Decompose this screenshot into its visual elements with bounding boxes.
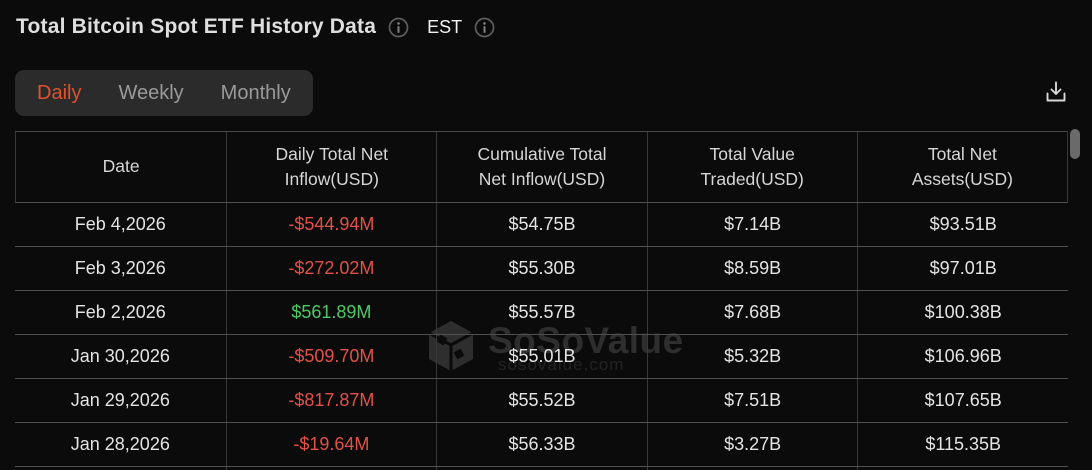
title-info-icon[interactable] (388, 17, 409, 38)
cell-date: Feb 4,2026 (74, 214, 166, 234)
column-header-daily-net-inflow: Daily Total Net Inflow(USD) (226, 132, 436, 202)
cell-net-assets (857, 467, 1068, 470)
cell-daily-net-inflow: -$19.64M (225, 423, 437, 466)
cell-value-traded: $8.59B (646, 247, 858, 290)
table-row: Jan 30,2026 -$509.70M $55.01B $5.32B $10… (15, 335, 1068, 379)
cell-daily-net-inflow: -$272.02M (225, 247, 437, 290)
cell-value-traded: $7.14B (646, 203, 858, 246)
cell-net-assets: $93.51B (857, 203, 1068, 246)
interval-tab-group: Daily Weekly Monthly (15, 70, 313, 116)
cell-daily-net-inflow: -$544.94M (225, 203, 437, 246)
cell-value-traded: $3.27B (646, 423, 858, 466)
cell-value-traded: $5.32B (646, 335, 858, 378)
cell-date: Jan 29,2026 (70, 390, 170, 410)
column-header-value-traded: Total Value Traded(USD) (646, 132, 857, 202)
table-row: Feb 2,2026 $561.89M $55.57B $7.68B $100.… (15, 291, 1068, 335)
table-header-row: Date Daily Total Net Inflow(USD) Cumulat… (15, 131, 1068, 203)
cell-cumulative-net-inflow: $55.57B (436, 291, 647, 334)
cell-value-traded: $7.51B (646, 379, 858, 422)
cell-net-assets: $107.65B (857, 379, 1068, 422)
tab-daily[interactable]: Daily (37, 81, 82, 104)
timezone-info-icon[interactable] (474, 17, 495, 38)
cell-date: Feb 2,2026 (74, 302, 166, 322)
cell-date: Jan 28,2026 (70, 434, 170, 454)
tab-monthly[interactable]: Monthly (220, 81, 291, 104)
cell-cumulative-net-inflow: $55.30B (436, 247, 647, 290)
column-header-cumulative-net-inflow: Cumulative Total Net Inflow(USD) (436, 132, 646, 202)
table-row: Feb 4,2026 -$544.94M $54.75B $7.14B $93.… (15, 203, 1068, 247)
download-icon (1042, 78, 1070, 111)
cell-cumulative-net-inflow: $55.01B (436, 335, 647, 378)
page-header: Total Bitcoin Spot ETF History Data EST (16, 15, 1076, 39)
vertical-scrollbar-thumb[interactable] (1070, 129, 1080, 159)
cell-value-traded (646, 467, 858, 470)
cell-cumulative-net-inflow: $54.75B (436, 203, 647, 246)
cell-daily-net-inflow (225, 467, 437, 470)
cell-value-traded: $7.68B (646, 291, 858, 334)
cell-cumulative-net-inflow: $55.52B (436, 379, 647, 422)
tab-weekly[interactable]: Weekly (118, 81, 184, 104)
page-title: Total Bitcoin Spot ETF History Data (16, 15, 377, 38)
cell-net-assets: $100.38B (857, 291, 1068, 334)
cell-cumulative-net-inflow (436, 467, 647, 470)
cell-net-assets: $97.01B (857, 247, 1068, 290)
table-row-partial (15, 467, 1068, 470)
cell-daily-net-inflow: $561.89M (225, 291, 437, 334)
table-row: Jan 29,2026 -$817.87M $55.52B $7.51B $10… (15, 379, 1068, 423)
timezone-label: EST (427, 16, 463, 37)
column-header-net-assets: Total Net Assets(USD) (856, 132, 1067, 202)
download-button[interactable] (1041, 79, 1071, 109)
cell-net-assets: $115.35B (857, 423, 1068, 466)
column-header-date: Date (102, 156, 140, 177)
table-row: Jan 28,2026 -$19.64M $56.33B $3.27B $115… (15, 423, 1068, 467)
table-body: Feb 4,2026 -$544.94M $54.75B $7.14B $93.… (15, 203, 1068, 470)
etf-history-table: Date Daily Total Net Inflow(USD) Cumulat… (15, 131, 1068, 470)
cell-date: Jan 30,2026 (70, 346, 170, 366)
cell-daily-net-inflow: -$509.70M (225, 335, 437, 378)
cell-cumulative-net-inflow: $56.33B (436, 423, 647, 466)
cell-date: Feb 3,2026 (74, 258, 166, 278)
cell-daily-net-inflow: -$817.87M (225, 379, 437, 422)
cell-net-assets: $106.96B (857, 335, 1068, 378)
table-row: Feb 3,2026 -$272.02M $55.30B $8.59B $97.… (15, 247, 1068, 291)
